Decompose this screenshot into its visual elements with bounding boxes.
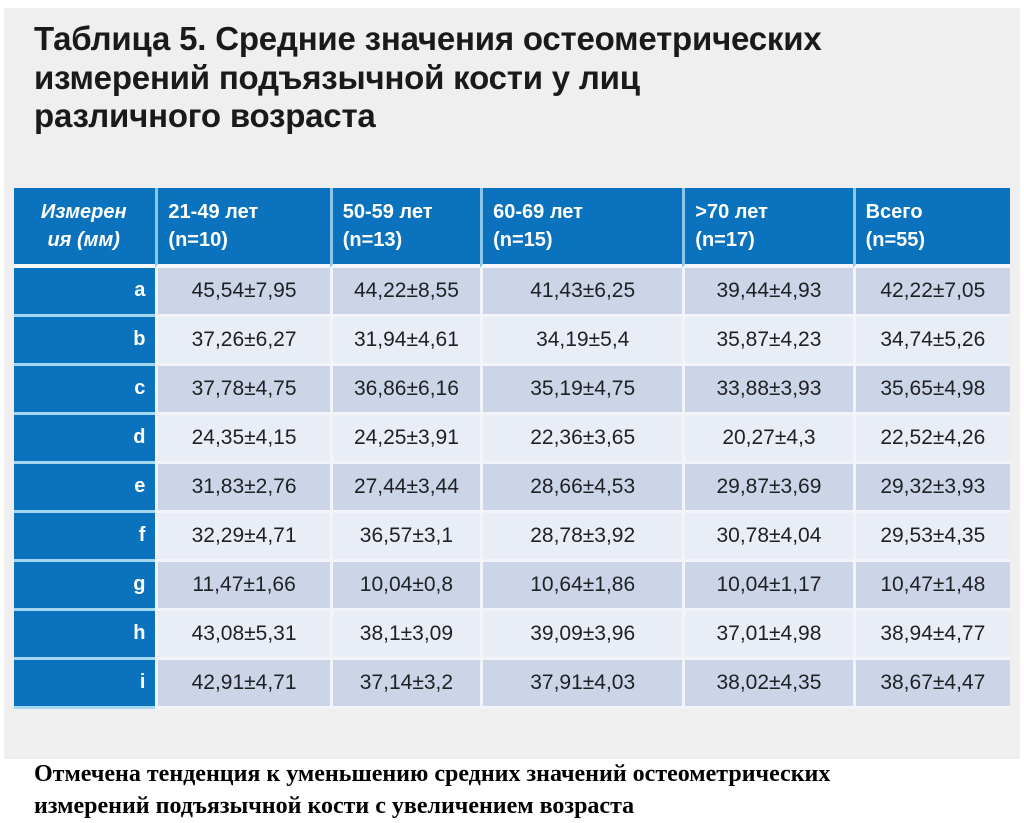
- measurement-value: 41,43±6,25: [480, 267, 683, 317]
- column-header-measurement: Измерен ия (мм): [14, 187, 156, 268]
- table-body: a 45,54±7,95 44,22±8,55 41,43±6,25 39,44±4,9…: [14, 267, 1010, 709]
- measurement-value: 38,67±4,47: [852, 659, 1010, 709]
- measurement-value: 29,32±3,93: [852, 463, 1010, 513]
- column-header-age-group: 21-49 лет (n=10): [155, 187, 330, 268]
- measurement-value: 11,47±1,66: [155, 561, 330, 611]
- measurement-value: 10,64±1,86: [480, 561, 683, 611]
- measurement-value: 35,19±4,75: [480, 365, 683, 415]
- measurement-label: e: [14, 463, 156, 513]
- measurement-value: 38,1±3,09: [329, 610, 481, 660]
- slide: Таблица 5. Средние значения остеометриче…: [4, 8, 1020, 819]
- measurement-value: 33,88±3,93: [682, 365, 853, 415]
- measurement-value: 31,83±2,76: [155, 463, 330, 513]
- measurement-value: 32,29±4,71: [155, 512, 330, 562]
- measurement-value: 22,36±3,65: [480, 414, 683, 464]
- measurement-label: h: [14, 610, 156, 660]
- measurement-value: 37,14±3,2: [329, 659, 481, 709]
- measurement-label: f: [14, 512, 156, 562]
- measurement-value: 37,01±4,98: [682, 610, 853, 660]
- measurement-label: d: [14, 414, 156, 464]
- measurement-value: 20,27±4,3: [682, 414, 853, 464]
- measurement-value: 37,91±4,03: [480, 659, 683, 709]
- measurement-value: 24,35±4,15: [155, 414, 330, 464]
- column-header-age-group: Всего (n=55): [852, 187, 1010, 268]
- measurement-value: 35,65±4,98: [852, 365, 1010, 415]
- table-row: f 32,29±4,71 36,57±3,1 28,78±3,92 30,78±4,04…: [14, 512, 1010, 562]
- measurement-label: a: [14, 267, 156, 317]
- table-row: d 24,35±4,15 24,25±3,91 22,36±3,65 20,27±4,3…: [14, 414, 1010, 464]
- measurement-value: 30,78±4,04: [682, 512, 853, 562]
- measurement-label: i: [14, 659, 156, 709]
- measurement-value: 28,78±3,92: [480, 512, 683, 562]
- measurement-value: 42,91±4,71: [155, 659, 330, 709]
- column-header-age-group: 50-59 лет (n=13): [329, 187, 481, 268]
- measurement-value: 38,94±4,77: [852, 610, 1010, 660]
- measurement-value: 43,08±5,31: [155, 610, 330, 660]
- measurement-value: 37,26±6,27: [155, 316, 330, 366]
- measurement-value: 22,52±4,26: [852, 414, 1010, 464]
- table-row: g 11,47±1,66 10,04±0,8 10,64±1,86 10,04±1,17…: [14, 561, 1010, 611]
- measurement-value: 10,04±0,8: [329, 561, 481, 611]
- measurement-value: 38,02±4,35: [682, 659, 853, 709]
- measurement-value: 29,87±3,69: [682, 463, 853, 513]
- table-row: i 42,91±4,71 37,14±3,2 37,91±4,03 38,02±4,35…: [14, 659, 1010, 709]
- measurement-value: 44,22±8,55: [329, 267, 481, 317]
- measurement-value: 37,78±4,75: [155, 365, 330, 415]
- footer-note: Отмечена тенденция к уменьшению средних …: [34, 760, 831, 819]
- measurement-value: 36,86±6,16: [329, 365, 481, 415]
- measurement-value: 10,47±1,48: [852, 561, 1010, 611]
- table-row: c 37,78±4,75 36,86±6,16 35,19±4,75 33,88±3,9…: [14, 365, 1010, 415]
- column-header-age-group: 60-69 лет (n=15): [480, 187, 683, 268]
- measurement-value: 45,54±7,95: [155, 267, 330, 317]
- measurement-value: 39,44±4,93: [682, 267, 853, 317]
- measurement-value: 28,66±4,53: [480, 463, 683, 513]
- measurement-value: 35,87±4,23: [682, 316, 853, 366]
- measurement-value: 10,04±1,17: [682, 561, 853, 611]
- measurement-value: 34,19±5,4: [480, 316, 683, 366]
- measurement-value: 29,53±4,35: [852, 512, 1010, 562]
- measurement-label: c: [14, 365, 156, 415]
- measurement-value: 27,44±3,44: [329, 463, 481, 513]
- table-row: e 31,83±2,76 27,44±3,44 28,66±4,53 29,87±3,6…: [14, 463, 1010, 513]
- measurement-label: b: [14, 316, 156, 366]
- measurement-value: 31,94±4,61: [329, 316, 481, 366]
- slide-title: Таблица 5. Средние значения остеометриче…: [34, 20, 822, 135]
- measurement-label: g: [14, 561, 156, 611]
- table-row: h 43,08±5,31 38,1±3,09 39,09±3,96 37,01±4,98…: [14, 610, 1010, 660]
- measurement-value: 24,25±3,91: [329, 414, 481, 464]
- measurement-value: 39,09±3,96: [480, 610, 683, 660]
- measurement-value: 36,57±3,1: [329, 512, 481, 562]
- column-header-age-group: >70 лет (n=17): [682, 187, 853, 268]
- table-row: a 45,54±7,95 44,22±8,55 41,43±6,25 39,44±4,9…: [14, 267, 1010, 317]
- measurement-value: 34,74±5,26: [852, 316, 1010, 366]
- table-row: b 37,26±6,27 31,94±4,61 34,19±5,4 35,87±4,23…: [14, 316, 1010, 366]
- measurements-table: Измерен ия (мм) 21-49 лет (n=10) 50-59 лет…: [14, 187, 1010, 709]
- measurement-value: 42,22±7,05: [852, 267, 1010, 317]
- table-header-row: Измерен ия (мм) 21-49 лет (n=10) 50-59 лет…: [14, 187, 1010, 268]
